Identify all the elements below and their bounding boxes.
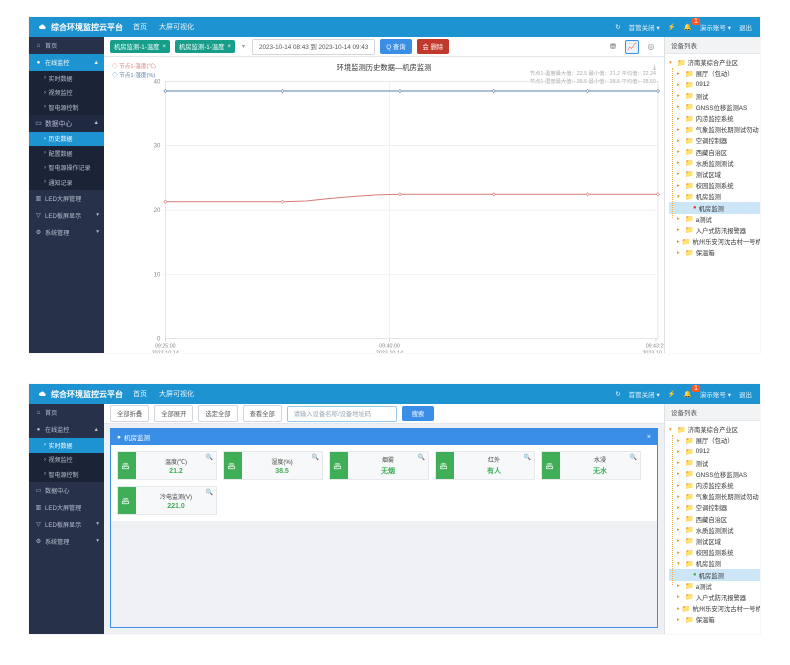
svg-text:09:25:00: 09:25:00: [155, 344, 176, 350]
svg-text:0: 0: [157, 337, 161, 343]
svg-text:2023-10-14: 2023-10-14: [642, 351, 664, 353]
svg-text:09:40:00: 09:40:00: [379, 344, 400, 350]
svg-text:2023-10-14: 2023-10-14: [152, 351, 179, 353]
svg-text:09:43:29: 09:43:29: [646, 344, 664, 350]
svg-text:20: 20: [154, 208, 161, 214]
svg-text:30: 30: [154, 144, 161, 150]
svg-text:40: 40: [154, 79, 161, 85]
svg-text:10: 10: [154, 272, 161, 278]
svg-text:2023-10-14: 2023-10-14: [376, 351, 403, 353]
